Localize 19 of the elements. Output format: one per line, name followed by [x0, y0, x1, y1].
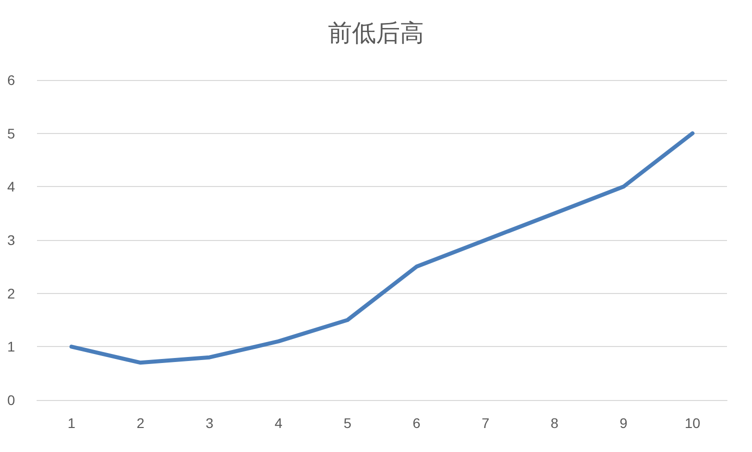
- y-tick-label: 5: [7, 125, 16, 142]
- y-tick-label: 2: [7, 285, 16, 302]
- x-tick-label: 3: [206, 415, 214, 431]
- x-tick-label: 5: [344, 415, 352, 431]
- x-tick-label: 2: [136, 415, 145, 431]
- line-series: [70, 131, 694, 365]
- y-tick-label: 3: [7, 232, 16, 248]
- x-tick-label: 1: [68, 415, 76, 431]
- x-tick-label: 4: [274, 415, 283, 431]
- y-tick-label: 1: [7, 338, 16, 355]
- chart-title: 前低后高: [328, 19, 424, 47]
- x-tick-label: 10: [684, 415, 700, 431]
- x-tick-label: 6: [412, 415, 421, 431]
- y-tick-label: 6: [7, 72, 16, 88]
- y-tick-label: 0: [7, 392, 16, 408]
- x-tick-label: 8: [550, 415, 559, 431]
- x-tick-label: 7: [482, 415, 490, 431]
- x-tick-label: 9: [620, 415, 628, 431]
- y-tick-label: 4: [7, 178, 16, 195]
